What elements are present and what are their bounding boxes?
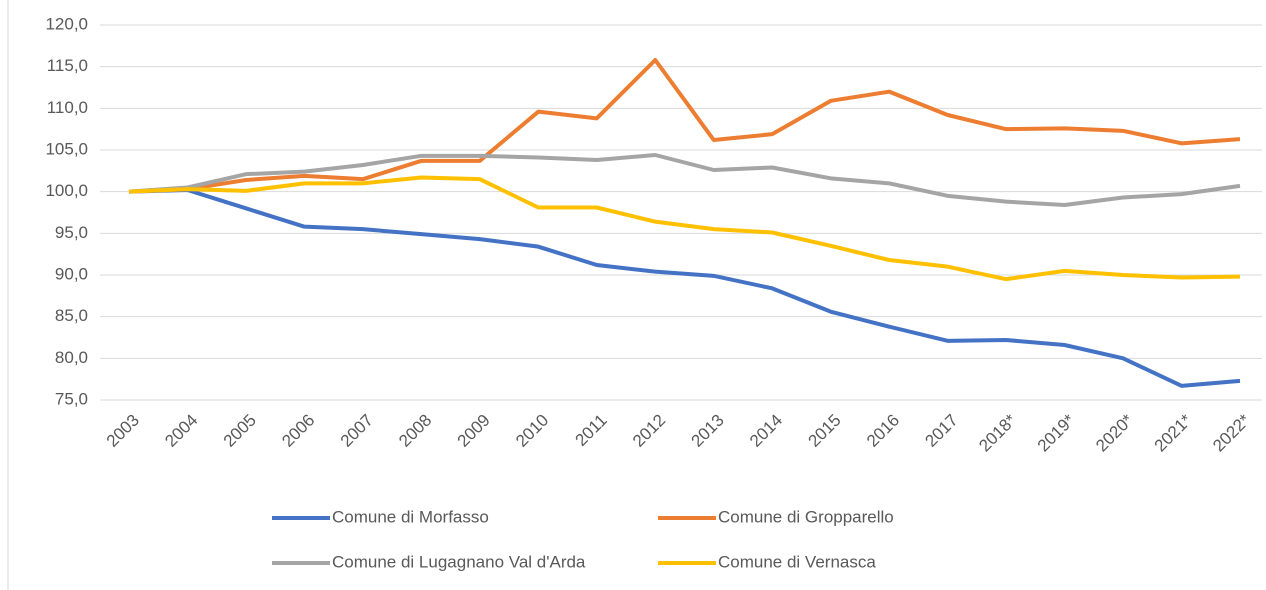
x-tick-label: 2005: [220, 411, 260, 451]
x-tick-label: 2014: [746, 411, 786, 451]
x-tick-label: 2010: [512, 411, 552, 451]
x-tick-label: 2008: [395, 411, 435, 451]
x-tick-label: 2004: [161, 411, 201, 451]
x-tick-label: 2012: [629, 411, 669, 451]
x-tick-label: 2019*: [1034, 410, 1079, 455]
x-tick-label: 2006: [278, 411, 318, 451]
x-tick-label: 2011: [572, 411, 611, 450]
y-tick-label: 120,0: [45, 14, 88, 33]
legend-label: Comune di Vernasca: [718, 552, 876, 571]
legend-label: Comune di Lugagnano Val d'Arda: [332, 552, 586, 571]
y-tick-label: 100,0: [45, 181, 88, 200]
y-tick-label: 110,0: [47, 98, 88, 117]
y-tick-label: 90,0: [55, 264, 88, 283]
x-tick-label: 2015: [805, 411, 845, 451]
y-tick-label: 75,0: [55, 389, 88, 408]
legend-label: Comune di Morfasso: [332, 507, 489, 526]
x-tick-label: 2013: [688, 411, 728, 451]
x-tick-label: 2021*: [1151, 410, 1196, 455]
x-tick-label: 2007: [337, 411, 377, 451]
y-tick-label: 80,0: [55, 348, 88, 367]
y-tick-label: 105,0: [45, 139, 88, 158]
x-tick-label: 2003: [103, 411, 143, 451]
x-tick-label: 2009: [454, 411, 494, 451]
x-tick-label: 2016: [863, 411, 903, 451]
x-tick-label: 2020*: [1092, 410, 1137, 455]
legend-label: Comune di Gropparello: [718, 507, 894, 526]
x-tick-label: 2017: [921, 411, 961, 451]
x-tick-label: 2022*: [1209, 410, 1254, 455]
y-tick-label: 115,0: [47, 56, 88, 75]
y-tick-label: 85,0: [55, 306, 88, 325]
series-line: [128, 175, 1241, 282]
series-line: [128, 153, 1241, 207]
x-tick-label: 2018*: [975, 410, 1020, 455]
series-line: [128, 58, 1241, 194]
y-tick-label: 95,0: [55, 223, 88, 242]
series-line: [128, 188, 1241, 388]
